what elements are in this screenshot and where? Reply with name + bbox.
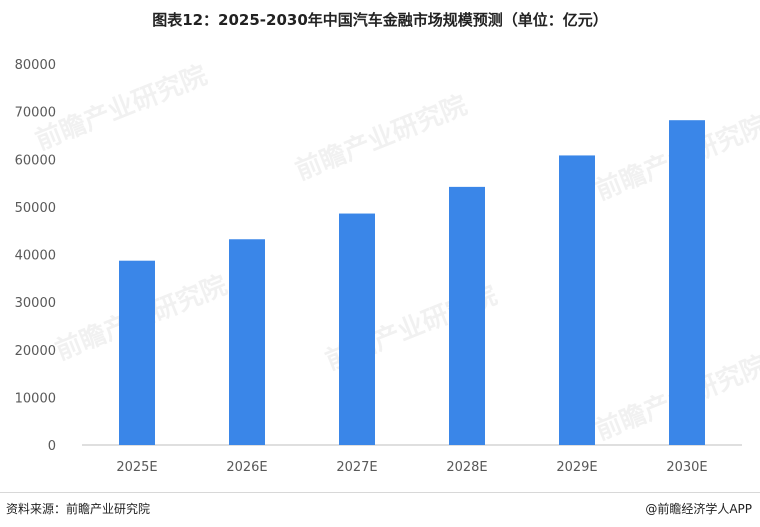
bar-2025E [119, 260, 155, 445]
footer-divider [0, 492, 760, 493]
y-tick-label: 0 [48, 439, 56, 454]
bar-chart: 前瞻产业研究院前瞻产业研究院前瞻产业研究院前瞻产业研究院前瞻产业研究院前瞻产业研… [15, 58, 760, 475]
x-tick-label: 2026E [226, 460, 267, 475]
bar-2029E [559, 155, 595, 445]
y-axis-ticks: 0 10000 20000 30000 40000 50000 60000 70000 8000… [15, 58, 56, 454]
x-tick-label: 2027E [336, 460, 377, 475]
x-tick-label: 2025E [116, 460, 157, 475]
watermark-text: 前瞻产业研究院 [31, 60, 211, 157]
bar-2027E [339, 213, 375, 445]
source-note: 资料来源：前瞻产业研究院 [6, 502, 151, 516]
y-tick-label: 70000 [15, 106, 56, 121]
y-tick-label: 60000 [15, 153, 56, 168]
y-tick-label: 20000 [15, 344, 56, 359]
y-tick-label: 40000 [15, 249, 56, 264]
bar-2028E [449, 186, 485, 445]
x-axis-ticks: 2025E 2026E 2027E 2028E 2029E 2030E [116, 460, 707, 475]
bar-2026E [229, 239, 265, 445]
credit-note: @前瞻经济学人APP [645, 502, 752, 516]
x-tick-label: 2029E [556, 460, 597, 475]
chart-title: 图表12：2025-2030年中国汽车金融市场规模预测（单位：亿元） [152, 11, 608, 29]
y-tick-label: 10000 [15, 391, 56, 406]
bars [119, 120, 705, 445]
watermark-text: 前瞻产业研究院 [291, 90, 471, 187]
x-tick-label: 2030E [666, 460, 707, 475]
y-tick-label: 50000 [15, 201, 56, 216]
bar-2030E [669, 120, 705, 445]
y-tick-label: 80000 [15, 58, 56, 73]
x-tick-label: 2028E [446, 460, 487, 475]
y-tick-label: 30000 [15, 296, 56, 311]
